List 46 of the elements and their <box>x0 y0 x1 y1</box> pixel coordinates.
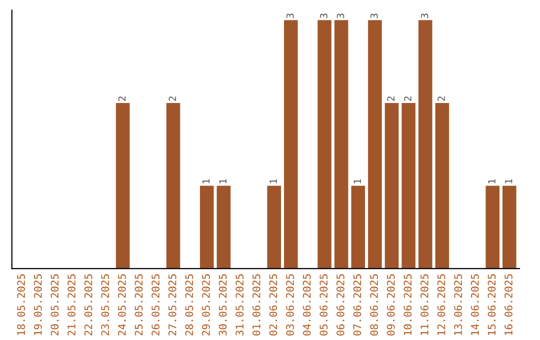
data-label: 2 <box>168 96 176 101</box>
x-tick-label: 19.05.2025 <box>34 274 42 335</box>
data-label: 2 <box>404 96 412 101</box>
data-label: 1 <box>505 179 512 184</box>
x-tick-label: 25.05.2025 <box>134 274 143 336</box>
x-tick-label: 20.05.2025 <box>50 274 59 336</box>
data-label: 3 <box>320 14 328 18</box>
x-tick-label: 01.06.2025 <box>252 274 260 336</box>
x-tick-label: 27.05.2025 <box>168 274 176 336</box>
data-label: 2 <box>387 96 394 101</box>
x-tick-label: 13.06.2025 <box>454 274 462 335</box>
x-tick-label: 18.05.2025 <box>17 274 26 335</box>
x-tick-label: 22.05.2025 <box>84 274 92 336</box>
x-tick-label: 24.05.2025 <box>118 274 126 336</box>
x-tick-label: 23.05.2025 <box>101 274 110 336</box>
x-tick-label: 14.06.2025 <box>470 274 479 335</box>
x-tick-label: 11.06.2025 <box>420 274 428 335</box>
x-tick-label: 09.06.2025 <box>386 274 395 336</box>
x-tick-label: 06.06.2025 <box>336 274 344 336</box>
data-label: 3 <box>336 14 344 18</box>
x-tick-label: 10.06.2025 <box>404 274 412 335</box>
data-label: 3 <box>286 14 294 18</box>
x-tick-label: 30.05.2025 <box>218 274 227 336</box>
x-tick-label: 03.06.2025 <box>286 274 294 336</box>
x-tick-label: 02.06.2025 <box>269 274 278 336</box>
data-label: 2 <box>438 96 445 101</box>
x-tick-label: 21.05.2025 <box>68 274 76 336</box>
x-tick-label: 04.06.2025 <box>302 274 311 336</box>
x-tick-label: 15.06.2025 <box>488 274 496 335</box>
x-tick-label: 12.06.2025 <box>437 274 446 335</box>
data-label: 1 <box>270 179 277 184</box>
x-tick-label: 31.05.2025 <box>236 274 244 336</box>
x-tick-label: 28.05.2025 <box>185 274 194 336</box>
data-label: 1 <box>202 179 210 184</box>
data-label: 3 <box>370 14 378 18</box>
x-tick-label: 07.06.2025 <box>353 274 362 336</box>
data-label: 3 <box>420 14 428 18</box>
x-tick-label: 26.05.2025 <box>152 274 160 336</box>
x-tick-label: 29.05.2025 <box>202 274 210 336</box>
data-label: 1 <box>354 179 361 184</box>
x-tick-label: 08.06.2025 <box>370 274 378 336</box>
x-tick-label: 16.06.2025 <box>504 274 512 335</box>
data-label: 2 <box>118 96 126 101</box>
data-label: 1 <box>488 179 496 184</box>
x-tick-label: 05.06.2025 <box>320 274 328 336</box>
data-label: 1 <box>219 179 226 184</box>
